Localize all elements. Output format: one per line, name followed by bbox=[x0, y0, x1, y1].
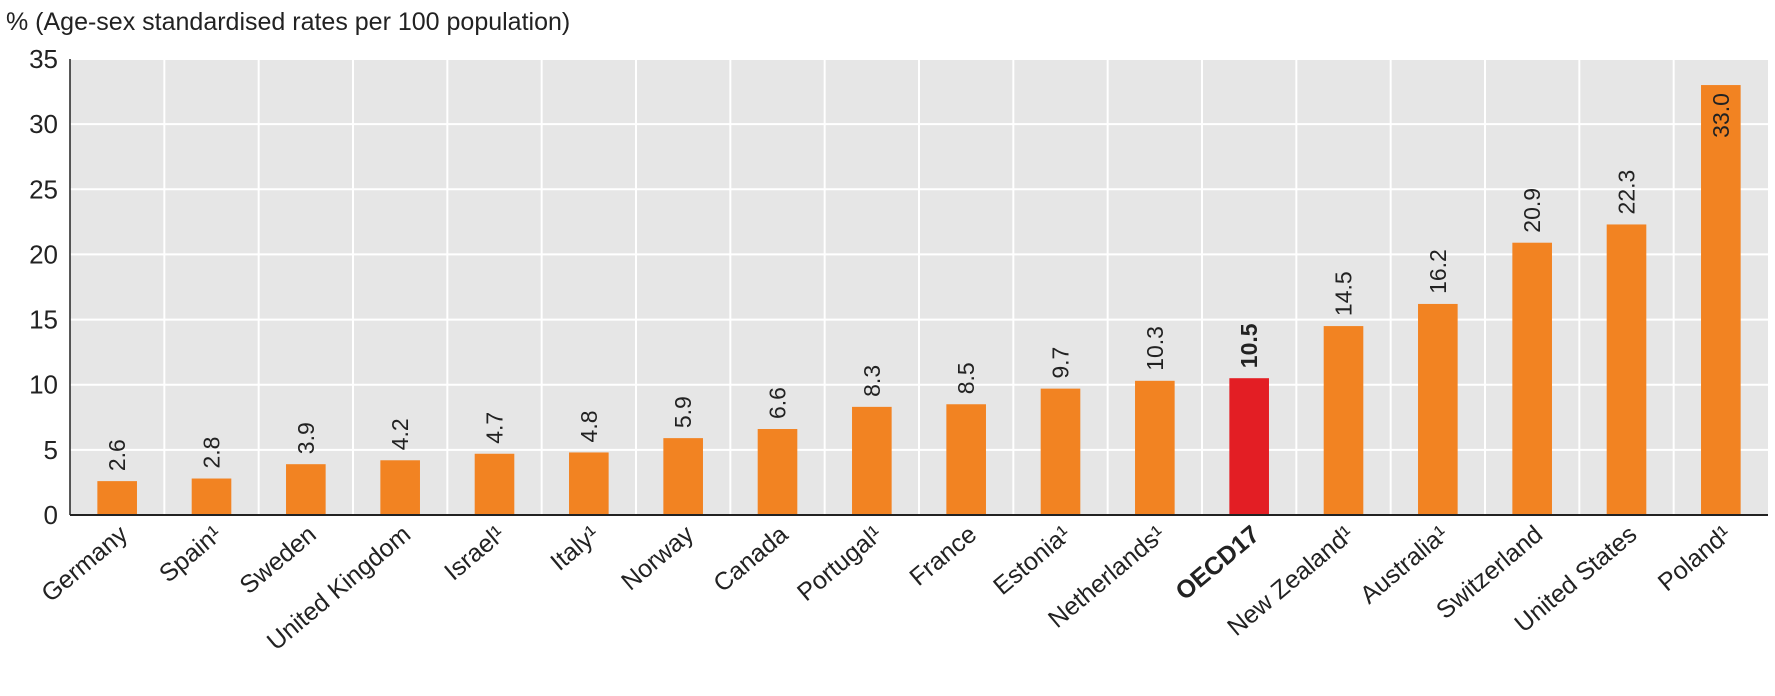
x-tick-label: Estonia¹ bbox=[988, 520, 1076, 600]
bar bbox=[97, 481, 137, 515]
x-tick-label: OECD17 bbox=[1170, 520, 1265, 606]
bar bbox=[1512, 242, 1552, 515]
bar bbox=[1135, 380, 1175, 515]
bar bbox=[380, 460, 420, 515]
bar bbox=[1229, 378, 1269, 515]
value-label: 4.2 bbox=[387, 418, 413, 450]
bar bbox=[1323, 326, 1364, 515]
y-tick-label: 10 bbox=[29, 370, 58, 400]
y-tick-label: 35 bbox=[29, 44, 58, 74]
x-tick-label: Sweden bbox=[234, 520, 321, 600]
value-label: 9.7 bbox=[1048, 347, 1074, 379]
value-label: 2.8 bbox=[199, 437, 225, 469]
x-tick-label: France bbox=[904, 520, 982, 591]
value-label: 10.5 bbox=[1236, 323, 1262, 368]
bar bbox=[1418, 303, 1458, 515]
bar bbox=[474, 453, 515, 515]
y-tick-label: 5 bbox=[44, 435, 58, 465]
y-tick-label: 0 bbox=[44, 500, 58, 530]
x-tick-label: Poland¹ bbox=[1653, 520, 1737, 597]
x-tick-label: Canada bbox=[708, 520, 793, 598]
value-label: 14.5 bbox=[1331, 271, 1357, 316]
value-label: 3.9 bbox=[293, 422, 319, 454]
bar bbox=[1701, 85, 1741, 516]
value-label: 2.6 bbox=[104, 439, 130, 471]
value-label: 4.8 bbox=[576, 410, 602, 442]
y-tick-label: 15 bbox=[29, 305, 58, 335]
x-tick-label: Germany bbox=[36, 520, 133, 608]
value-label: 16.2 bbox=[1425, 249, 1451, 294]
value-label: 10.3 bbox=[1142, 326, 1168, 371]
y-tick-label: 25 bbox=[29, 174, 58, 204]
value-label: 33.0 bbox=[1708, 93, 1734, 138]
bar bbox=[663, 438, 703, 515]
y-tick-label: 20 bbox=[29, 239, 58, 269]
x-tick-label: Israel¹ bbox=[439, 520, 510, 586]
bar bbox=[569, 452, 609, 515]
value-label: 5.9 bbox=[670, 396, 696, 428]
bar bbox=[757, 429, 798, 515]
bar bbox=[852, 406, 892, 515]
y-axis-label: % (Age-sex standardised rates per 100 po… bbox=[6, 8, 570, 36]
value-label: 8.3 bbox=[859, 365, 885, 397]
bar bbox=[286, 464, 326, 515]
x-tick-label: Italy¹ bbox=[545, 520, 605, 576]
x-tick-label: Portugal¹ bbox=[792, 520, 888, 607]
bar bbox=[1606, 224, 1647, 515]
x-tick-label: Norway bbox=[616, 520, 699, 596]
bar bbox=[191, 478, 232, 515]
bar bbox=[946, 404, 986, 515]
value-label: 8.5 bbox=[953, 362, 979, 394]
bar bbox=[1040, 388, 1081, 515]
x-tick-label: Spain¹ bbox=[154, 520, 227, 588]
value-label: 22.3 bbox=[1614, 170, 1640, 215]
value-label: 4.7 bbox=[482, 412, 508, 444]
value-label: 6.6 bbox=[765, 387, 791, 419]
y-tick-label: 30 bbox=[29, 109, 58, 139]
value-label: 20.9 bbox=[1519, 188, 1545, 233]
